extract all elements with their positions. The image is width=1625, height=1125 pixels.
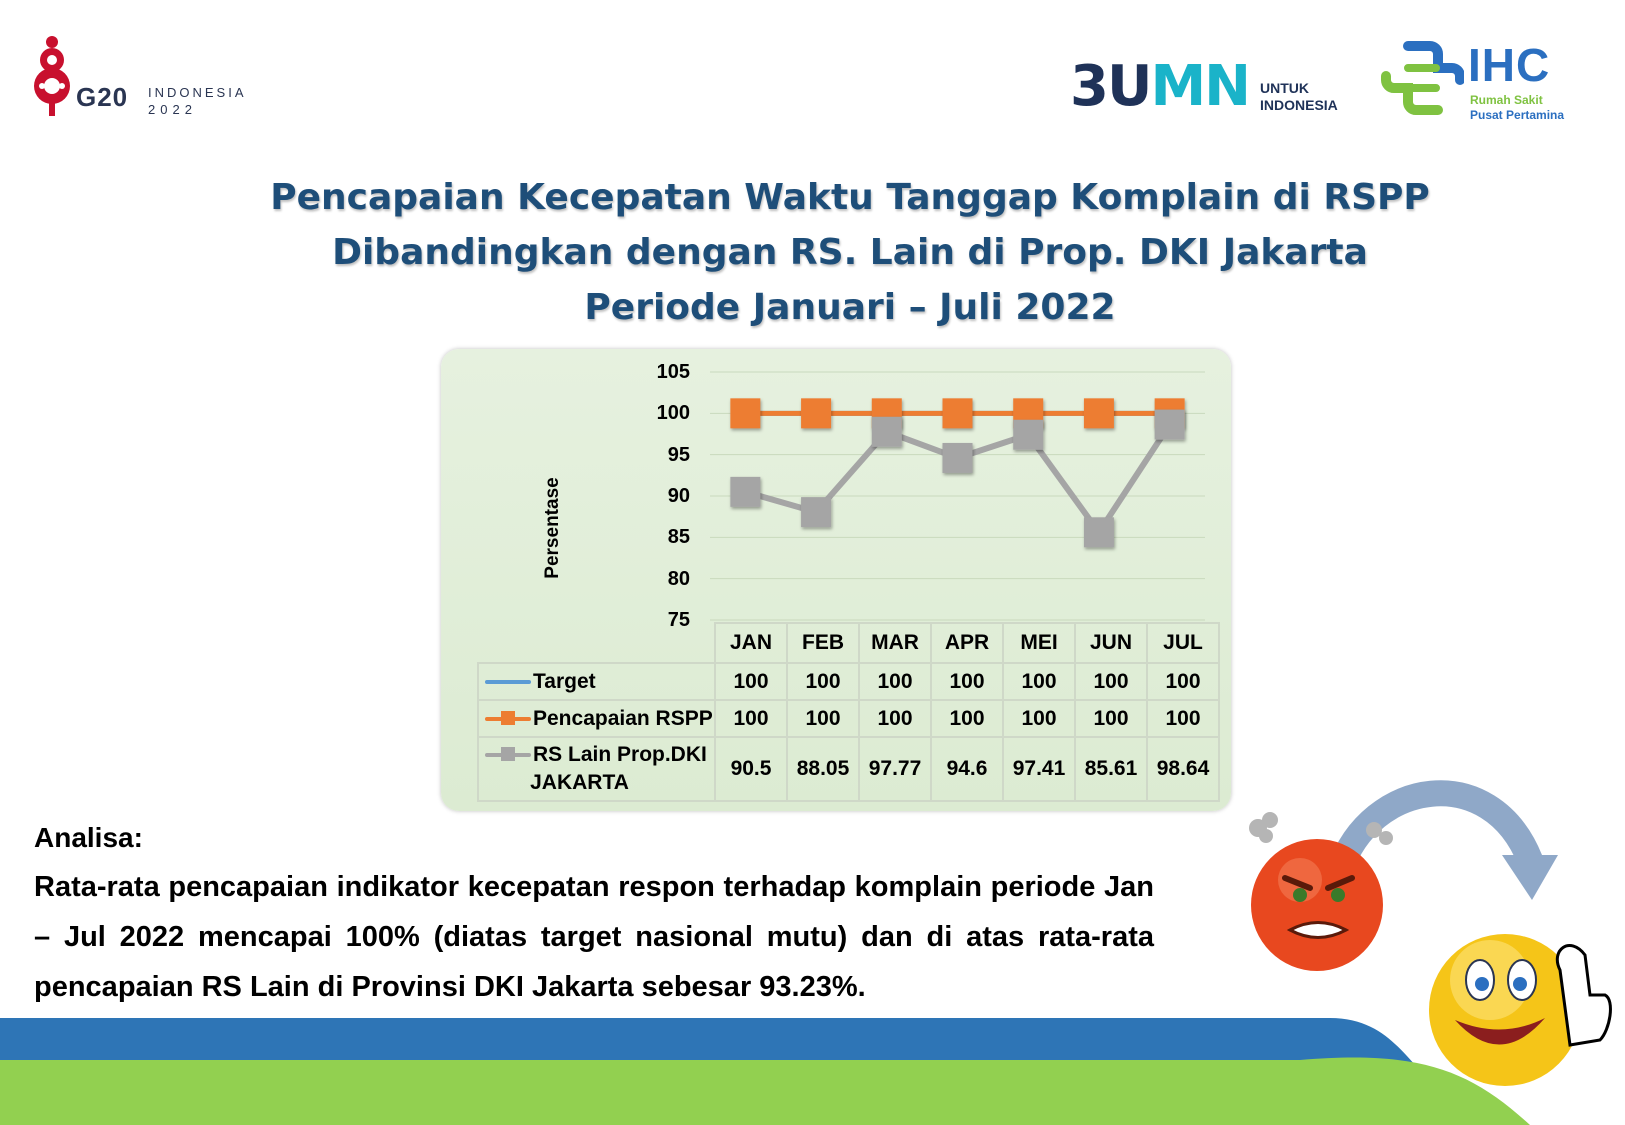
table-corner: [478, 623, 715, 663]
arrow-head-icon: [1502, 855, 1558, 900]
ihc-subtitle-1: Rumah Sakit: [1470, 93, 1543, 107]
chart-data-table: JAN FEB MAR APR MEI JUN JUL Target 100 1…: [477, 622, 1220, 802]
bumn-wordmark: 3UMN: [1070, 54, 1251, 119]
y-tick-label: 75: [667, 609, 690, 631]
data-label: 100: [714, 699, 788, 738]
legend-swatch-rspp: [485, 710, 531, 725]
y-tick-label: 85: [667, 526, 690, 549]
title-line-2: Dibandingkan dengan RS. Lain di Prop. DK…: [332, 232, 1368, 273]
g20-country: INDONESIA: [148, 85, 247, 100]
title-line-1: Pencapaian Kecepatan Waktu Tanggap Kompl…: [270, 177, 1430, 218]
analysis-heading: Analisa:: [34, 822, 143, 853]
analysis-text: Rata-rata pencapaian indikator kecepatan…: [34, 871, 1154, 1003]
curved-arrow-icon: [1327, 780, 1543, 883]
g20-logo: G20 INDONESIA 2022: [28, 30, 268, 120]
title-line-3: Periode Januari – Juli 2022: [584, 287, 1116, 328]
data-label: 98.64: [1146, 736, 1220, 802]
data-label: 94.6: [930, 736, 1004, 802]
g20-year: 2022: [148, 102, 197, 117]
data-label: 97.41: [1002, 736, 1076, 802]
table-row-rs-lain: RS Lain Prop.DKI JAKARTA 90.5 88.05 97.77…: [477, 736, 1220, 802]
tick-label: JAN: [714, 622, 788, 664]
ihc-logo: IHC Rumah Sakit Pusat Pertamina: [1378, 38, 1598, 128]
data-label: 100: [786, 699, 860, 738]
tick-label: APR: [930, 622, 1004, 664]
page-title: Pencapaian Kecepatan Waktu Tanggap Kompl…: [260, 170, 1440, 335]
legend-rspp: Pencapaian RSPP: [477, 699, 716, 738]
y-tick-label: 100: [656, 402, 690, 425]
data-label: 85.61: [1074, 736, 1148, 802]
data-label: 100: [1002, 699, 1076, 738]
tick-label: FEB: [786, 622, 860, 664]
smoke-puff-icon: [1249, 812, 1393, 845]
y-tick-label: 105: [656, 361, 690, 383]
data-label: 100: [930, 662, 1004, 701]
bumn-logo: 3UMN UNTUK INDONESIA: [1070, 58, 1350, 118]
tick-label: JUN: [1074, 622, 1148, 664]
data-label: 90.5: [714, 736, 788, 802]
data-label: 100: [1146, 699, 1220, 738]
data-label: 100: [1074, 699, 1148, 738]
data-label: 97.77: [858, 736, 932, 802]
legend-swatch-rs-lain: [485, 747, 531, 762]
ihc-cross-icon: [1381, 41, 1464, 115]
legend-target: Target: [477, 662, 716, 701]
tick-label: MAR: [858, 622, 932, 664]
footer-bands: [0, 1018, 1530, 1125]
ihc-subtitle-2: Pusat Pertamina: [1470, 108, 1565, 122]
y-tick-label: 95: [667, 443, 690, 466]
data-label: 100: [1146, 662, 1220, 701]
legend-swatch-target: [485, 677, 531, 687]
table-row-target: Target 100 100 100 100 100 100 100: [477, 662, 1220, 701]
table-header-row: JAN FEB MAR APR MEI JUN JUL: [478, 622, 1220, 664]
table-row-rspp: Pencapaian RSPP 100 100 100 100 100 100 …: [477, 699, 1220, 738]
g20-emblem-icon: [34, 36, 70, 116]
data-label: 100: [930, 699, 1004, 738]
data-label: 100: [858, 662, 932, 701]
data-label: 100: [858, 699, 932, 738]
emoji-illustration: [1249, 780, 1612, 1086]
data-label: 88.05: [786, 736, 860, 802]
data-label: 100: [1074, 662, 1148, 701]
legend-rs-lain: RS Lain Prop.DKI JAKARTA: [477, 736, 716, 802]
data-label: 100: [714, 662, 788, 701]
thumbs-up-icon: [1555, 944, 1612, 1047]
y-tick-label: 90: [667, 485, 690, 507]
data-label: 100: [786, 662, 860, 701]
bumn-tagline-2: INDONESIA: [1260, 97, 1338, 113]
angry-face-icon: [1251, 839, 1383, 971]
g20-wordmark: G20: [76, 82, 129, 112]
data-label: 100: [1002, 662, 1076, 701]
y-tick-label: 80: [667, 567, 690, 590]
tick-label: MEI: [1002, 622, 1076, 664]
happy-face-icon: [1429, 934, 1581, 1086]
bumn-tagline-1: UNTUK: [1260, 80, 1309, 96]
ihc-wordmark: IHC: [1468, 39, 1551, 91]
tick-label: JUL: [1146, 622, 1220, 664]
y-axis-label: Persentase: [542, 477, 563, 579]
footer-green-band: [0, 1057, 1530, 1125]
